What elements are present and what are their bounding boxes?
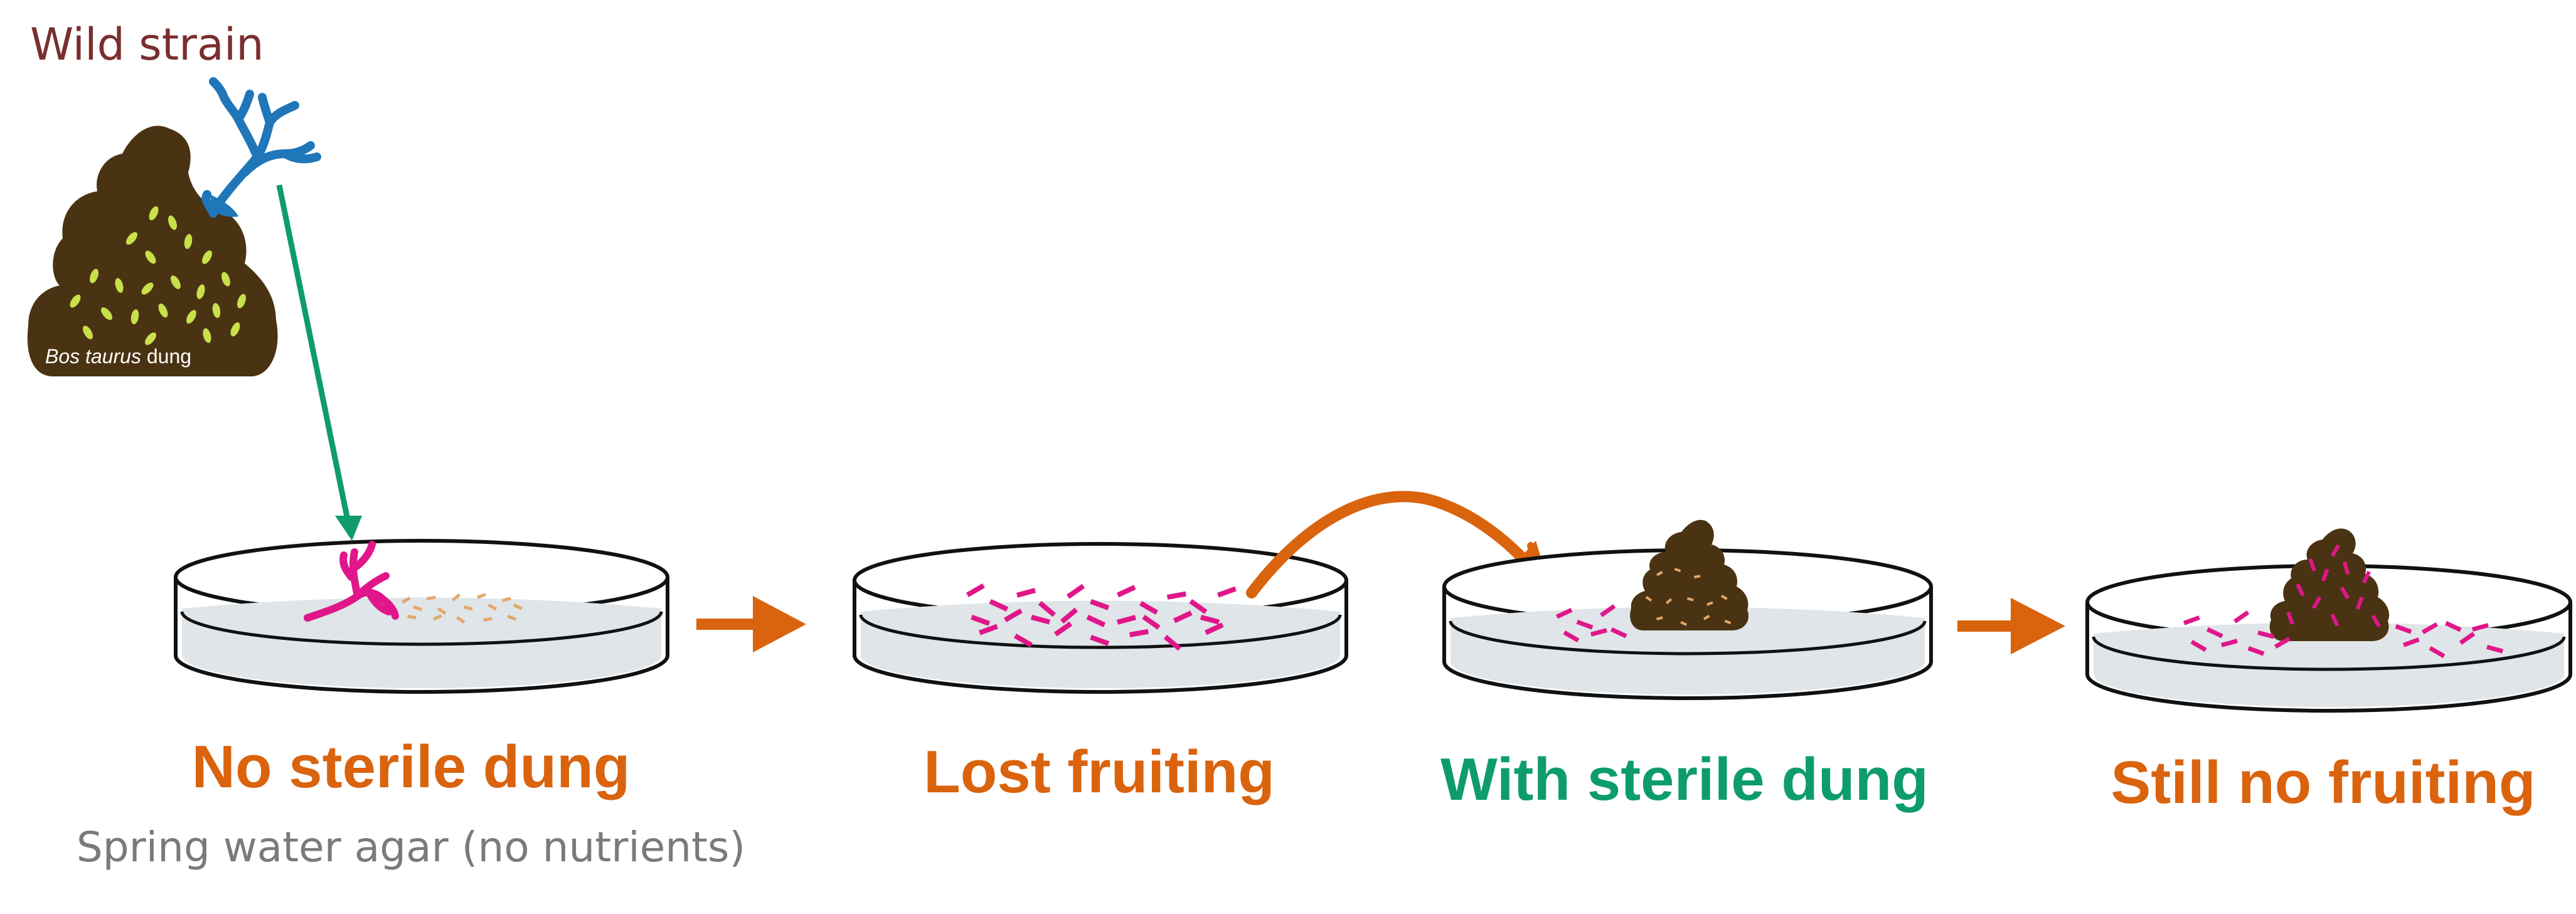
petri-dish-3 [1442,519,1933,700]
dung-pile-icon [1630,519,1749,630]
petri-dish-2 [853,542,1348,694]
stage-3-title: With sterile dung [1440,746,1929,813]
hyphae-on-agar [2183,610,2504,659]
dung-species: Bos taurus [45,345,141,368]
dung-suffix: dung [141,345,192,368]
grown-hyphae [966,583,1237,651]
fungus-icon [201,77,321,218]
stage-4-title: Still no fruiting [2110,749,2536,816]
fungus-icon [304,541,399,622]
stage-2-title: Lost fruiting [923,738,1275,805]
wild-strain-label: Wild strain [30,19,264,70]
petri-dish-1 [174,539,669,694]
transfer-arrow [1246,491,1543,598]
petri-dish-4 [2085,528,2572,713]
dung-caption: Bos taurus dung [45,346,191,366]
hyphae-fragments [1556,604,1627,643]
faded-spores [402,593,523,624]
dung-pile-icon [2269,528,2390,641]
stage-1-subtitle: Spring water agar (no nutrients) [76,823,746,871]
spore-cluster [70,206,246,345]
wild-dung-pile [27,77,321,376]
hyphae-on-dung [2286,544,2381,628]
inoculation-arrow [276,184,351,523]
arrow-icon [335,516,362,541]
stage-1-title: No sterile dung [191,733,631,800]
